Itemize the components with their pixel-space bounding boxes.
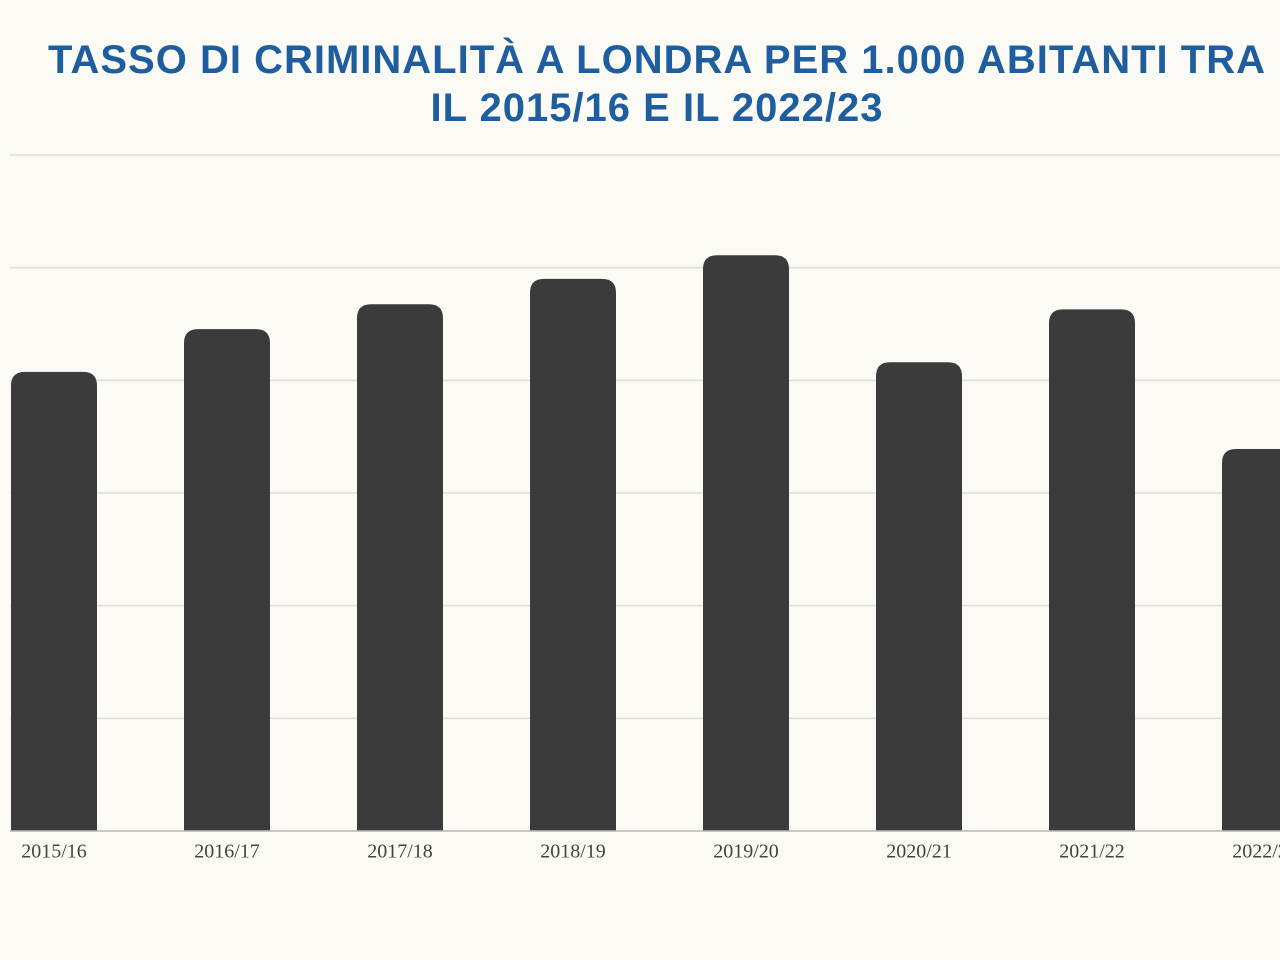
bar xyxy=(357,304,443,831)
chart-title: TASSO DI CRIMINALITÀ A LONDRA PER 1.000 … xyxy=(48,38,1266,130)
bar xyxy=(11,371,97,831)
bar xyxy=(184,329,270,831)
x-tick-label: 2021/22 xyxy=(1059,841,1125,863)
bar xyxy=(530,278,616,831)
bar xyxy=(1049,309,1135,831)
x-tick-label: 2016/17 xyxy=(194,841,260,863)
bar xyxy=(703,255,789,832)
x-tick-label: 2020/21 xyxy=(886,841,952,863)
bar xyxy=(876,362,962,831)
x-tick-label: 2015/16 xyxy=(21,841,87,863)
x-tick-label: 2022/23 xyxy=(1232,841,1280,863)
x-tick-label: 2017/18 xyxy=(367,841,433,863)
bar xyxy=(1222,449,1280,831)
x-tick-label: 2019/20 xyxy=(713,841,779,863)
x-tick-label: 2018/19 xyxy=(540,841,606,863)
